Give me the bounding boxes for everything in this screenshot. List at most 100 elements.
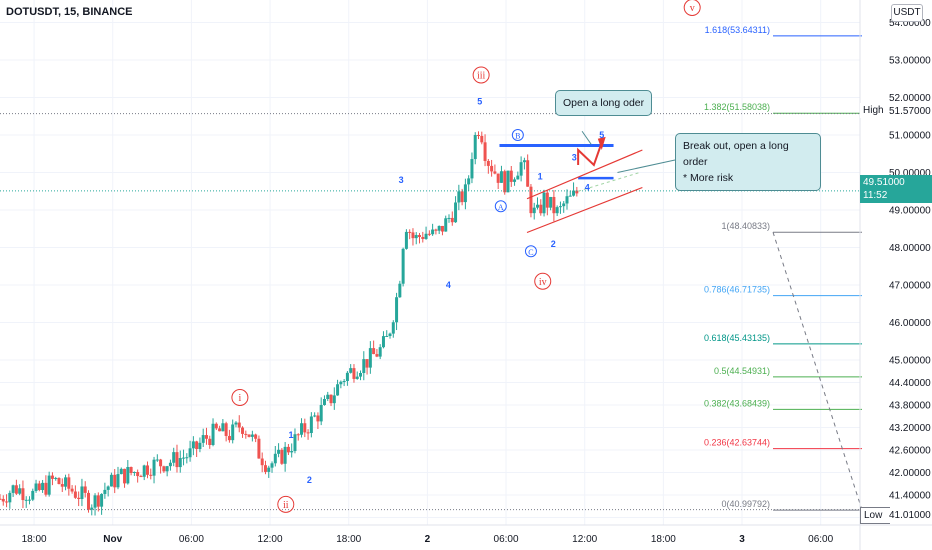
candle-body [460, 191, 464, 203]
callout-long-order[interactable]: Open a long oder [555, 90, 653, 116]
candle-body [329, 394, 333, 404]
candle-body [47, 475, 51, 495]
candle-body [408, 231, 412, 233]
candle-body [545, 192, 549, 208]
candle-body [175, 452, 179, 468]
candle-body [296, 434, 300, 436]
drawing-overlays[interactable] [0, 113, 860, 511]
candle-body [34, 483, 38, 491]
time-tick-label: 06:00 [179, 534, 204, 545]
candle-body [100, 493, 104, 507]
wave-circle [231, 389, 249, 406]
candle-body [558, 206, 562, 208]
candle-body [309, 416, 313, 434]
candle-body [391, 322, 395, 334]
candle-body [50, 475, 54, 479]
price-tick-label: 52.00000 [889, 93, 931, 104]
candle-body [418, 235, 422, 237]
candle-body [326, 394, 330, 399]
candle-body [106, 486, 110, 490]
candle-body [516, 175, 520, 180]
candle-body [257, 438, 261, 459]
candle-body [529, 186, 533, 214]
fib-level-label: 0.5(44.54931) [714, 366, 770, 376]
price-tick-label: 42.00000 [889, 468, 931, 479]
candle-body [277, 449, 281, 454]
candle-body [54, 477, 58, 479]
candle-body [188, 448, 192, 458]
fib-level-label: 0.236(42.63744) [704, 438, 770, 448]
current-price-value: 49.51000 [863, 177, 905, 188]
candle-body [8, 492, 12, 503]
time-tick-label: 12:00 [258, 534, 283, 545]
callout-breakout[interactable]: Break out, open a long order * More risk [675, 133, 821, 191]
candle-body [244, 433, 248, 435]
candle-body [447, 217, 451, 219]
candle-body [27, 499, 31, 501]
candle-body [542, 192, 546, 214]
candle-body [395, 297, 399, 323]
candle-body [336, 384, 340, 396]
candle-body [270, 463, 274, 468]
candle-body [496, 173, 500, 183]
candle-body [93, 495, 97, 508]
candle-body [185, 457, 189, 459]
candle-body [195, 441, 199, 449]
time-tick-label: 18:00 [336, 534, 361, 545]
time-tick-label: 2 [425, 534, 431, 545]
candle-body [44, 482, 48, 495]
candle-body [191, 441, 195, 449]
candle-body [132, 471, 136, 473]
candle-body [339, 381, 343, 385]
fib-level-label: 1.618(53.64311) [705, 25, 770, 35]
candle-body [145, 465, 149, 475]
candle-body [129, 466, 133, 473]
candle-body [96, 495, 100, 507]
plot-area [0, 0, 860, 525]
candle-body [11, 485, 15, 493]
candle-body [18, 488, 22, 494]
candle-body [424, 233, 428, 239]
wave-circle [534, 272, 552, 290]
wave-label: i [239, 393, 242, 404]
callout-breakout-text: Break out, open a long order [683, 140, 789, 168]
wave-label: 2 [307, 475, 312, 485]
symbol-title[interactable]: DOTUSDT, 15, BINANCE [6, 6, 133, 18]
candle-body [83, 486, 87, 493]
fib-extension[interactable]: 1.618(53.64311) 1.382(51.58038) 1(48.40833… [704, 25, 863, 511]
candle-body [155, 459, 159, 461]
candle-body [300, 423, 304, 435]
candle-body [539, 204, 543, 214]
time-tick-label: Nov [103, 534, 122, 545]
candle-body [332, 395, 336, 404]
candle-body [568, 195, 572, 197]
candle-body [149, 474, 153, 476]
candle-body [319, 405, 323, 422]
candle-body [1, 498, 5, 502]
price-axis[interactable]: 54.00000 53.00000 52.00000 51.00000 50.00000… [889, 18, 931, 524]
wave-label: v [690, 3, 695, 14]
candle-body [355, 376, 359, 379]
time-axis[interactable]: 18:00 Nov 06:00 12:00 18:00 2 06:00 12:00 18:00 3… [22, 534, 834, 545]
candle-body [86, 492, 90, 510]
candle-body [352, 368, 356, 379]
candle-body [280, 449, 284, 464]
candle-body [303, 423, 307, 433]
candle-body [473, 135, 477, 160]
candle-body [562, 203, 566, 207]
time-tick-label: 18:00 [651, 534, 676, 545]
candle-body [221, 423, 225, 432]
candle-body [440, 225, 444, 232]
candle-body [109, 474, 113, 487]
fib-level-label: 0.618(45.43135) [704, 333, 770, 343]
currency-unit-button[interactable]: USDT [891, 4, 923, 22]
channel-upper-line [526, 149, 643, 200]
candle-body [254, 434, 258, 439]
candle-body [70, 488, 74, 492]
candle-body [116, 474, 120, 488]
candle-body [263, 465, 267, 472]
fib-level-label: 1(48.40833) [721, 221, 770, 231]
price-tick-label: 53.00000 [889, 56, 931, 67]
candle-body [24, 499, 28, 501]
